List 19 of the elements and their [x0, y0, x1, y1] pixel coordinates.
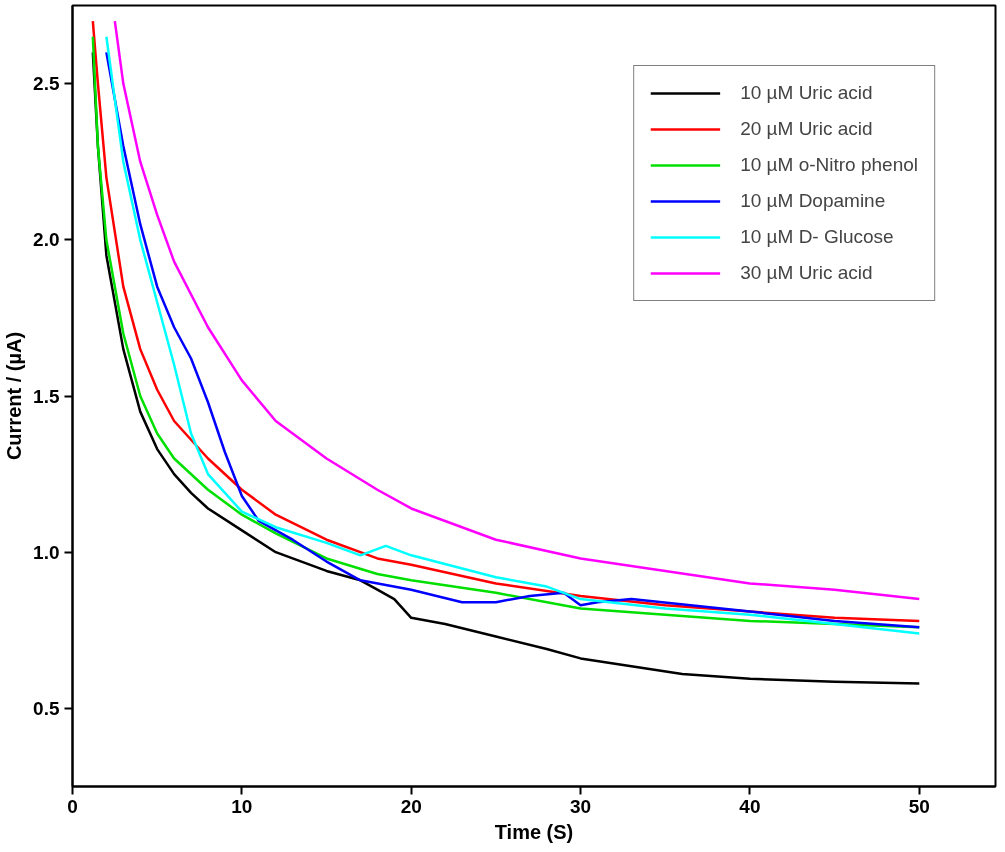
legend-label: 30 µM Uric acid [740, 262, 873, 284]
y-tick-label: 2.5 [33, 73, 60, 95]
y-tick-label: 0.5 [33, 697, 60, 719]
legend-label: 20 µM Uric acid [740, 118, 873, 140]
legend-label: 10 µM Uric acid [740, 82, 873, 104]
x-tick-label: 30 [570, 795, 592, 817]
x-tick-label: 50 [908, 795, 930, 817]
x-tick-label: 10 [231, 795, 253, 817]
y-tick-label: 2.0 [33, 229, 60, 251]
legend-label: 10 µM D- Glucose [740, 226, 894, 248]
legend-label: 10 µM Dopamine [740, 190, 886, 212]
y-tick-label: 1.0 [33, 541, 60, 563]
y-tick-label: 1.5 [33, 385, 60, 407]
x-tick-label: 0 [67, 795, 78, 817]
x-tick-label: 20 [400, 795, 422, 817]
x-axis-title: Time (S) [494, 820, 574, 843]
x-tick-label: 40 [739, 795, 761, 817]
legend-label: 10 µM o-Nitro phenol [740, 154, 918, 176]
y-axis-title: Current / (µA) [3, 331, 26, 461]
